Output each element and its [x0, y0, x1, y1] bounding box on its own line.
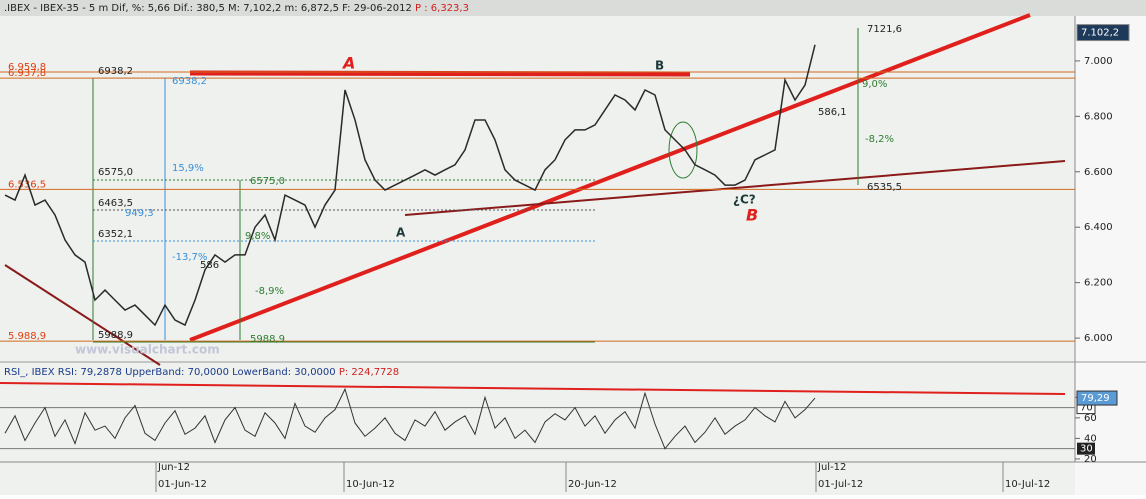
annotation: 7121,6 [867, 24, 902, 35]
header-text: .IBEX - IBEX-35 - 5 m Dif, %: 5,66 Dif.:… [4, 3, 412, 14]
annotation: 6535,5 [867, 182, 902, 193]
band-label: 30 [1080, 444, 1093, 455]
annotation: 15,9% [172, 163, 204, 174]
annotation: A [341, 54, 355, 73]
header-bar [0, 0, 1146, 16]
level-label: 6.937,8 [8, 68, 46, 79]
annotation: 6352,1 [98, 229, 133, 240]
header-p: P : 6,323,3 [415, 3, 469, 14]
x-label: 20-Jun-12 [568, 479, 617, 490]
highlight [668, 121, 698, 179]
trendline [189, 13, 1031, 342]
y-tick-label: 20 [1084, 454, 1097, 465]
last-box [1076, 24, 1130, 42]
trendline [404, 160, 1066, 216]
band-box [1077, 442, 1095, 455]
last-label: 79,29 [1081, 393, 1110, 404]
y-tick-label: 6.800 [1084, 111, 1113, 122]
axis-bg [1075, 16, 1146, 495]
annotation: 586,1 [818, 107, 847, 118]
band-label: 70 [1080, 403, 1093, 414]
annotation: 9,0% [862, 79, 887, 90]
rsi-header-text: RSI_, IBEX RSI: 79,2878 UpperBand: 70,00… [4, 367, 336, 378]
annotation: -8,2% [865, 134, 894, 145]
annotation: 6575,0 [250, 176, 285, 187]
annotation: A [396, 226, 406, 240]
x-label: 10-Jul-12 [1005, 479, 1050, 490]
annotation: 586 [200, 260, 219, 271]
resistance [189, 70, 691, 77]
annotation: ¿C? [733, 193, 756, 207]
x-label: 01-Jul-12 [818, 479, 863, 490]
y-tick-label: 40 [1084, 433, 1097, 444]
y-tick-label: 60 [1084, 413, 1097, 424]
header: .IBEX - IBEX-35 - 5 m Dif, %: 5,66 Dif.:… [4, 3, 469, 14]
y-tick-label: 6.000 [1084, 333, 1113, 344]
level-label: 6.536,5 [8, 179, 46, 190]
annotation: B [655, 59, 664, 73]
price-line [4, 44, 816, 327]
rsi-header: RSI_, IBEX RSI: 79,2878 UpperBand: 70,00… [4, 367, 399, 378]
last-label: 7.102,2 [1081, 28, 1119, 39]
annotation: 5988,9 [98, 330, 133, 341]
annotation: 6575,0 [98, 167, 133, 178]
x-label: 01-Jun-12 [158, 479, 207, 490]
y-tick-label: 6.200 [1084, 278, 1113, 289]
annotation: 9,8% [245, 231, 270, 242]
annotation: 6938,2 [172, 76, 207, 87]
y-tick-label: 7.000 [1084, 56, 1113, 67]
level-label: 5.988,9 [8, 331, 46, 342]
annotation: -8,9% [255, 286, 284, 297]
annotation: 6938,2 [98, 66, 133, 77]
x-label: Jul-12 [817, 462, 846, 473]
y-tick-label: 6.400 [1084, 222, 1113, 233]
annotation: B [746, 206, 758, 225]
annotation: 6463,5 [98, 198, 133, 209]
annotation: -13,7% [172, 252, 207, 263]
annotation: 949,3 [125, 208, 154, 219]
x-label: Jun-12 [157, 462, 190, 473]
last-box [1076, 390, 1118, 406]
y-tick-label: 6.600 [1084, 167, 1113, 178]
annotation: www.visualchart.com [75, 343, 220, 357]
rsi-p: P: 224,7728 [339, 367, 399, 378]
rsi-line [4, 387, 816, 450]
x-label: 10-Jun-12 [346, 479, 395, 490]
annotation: 5988,9 [250, 334, 285, 345]
rsi-trend [0, 382, 1066, 395]
trendline [4, 264, 161, 366]
level-label: 6.959,8 [8, 62, 46, 73]
